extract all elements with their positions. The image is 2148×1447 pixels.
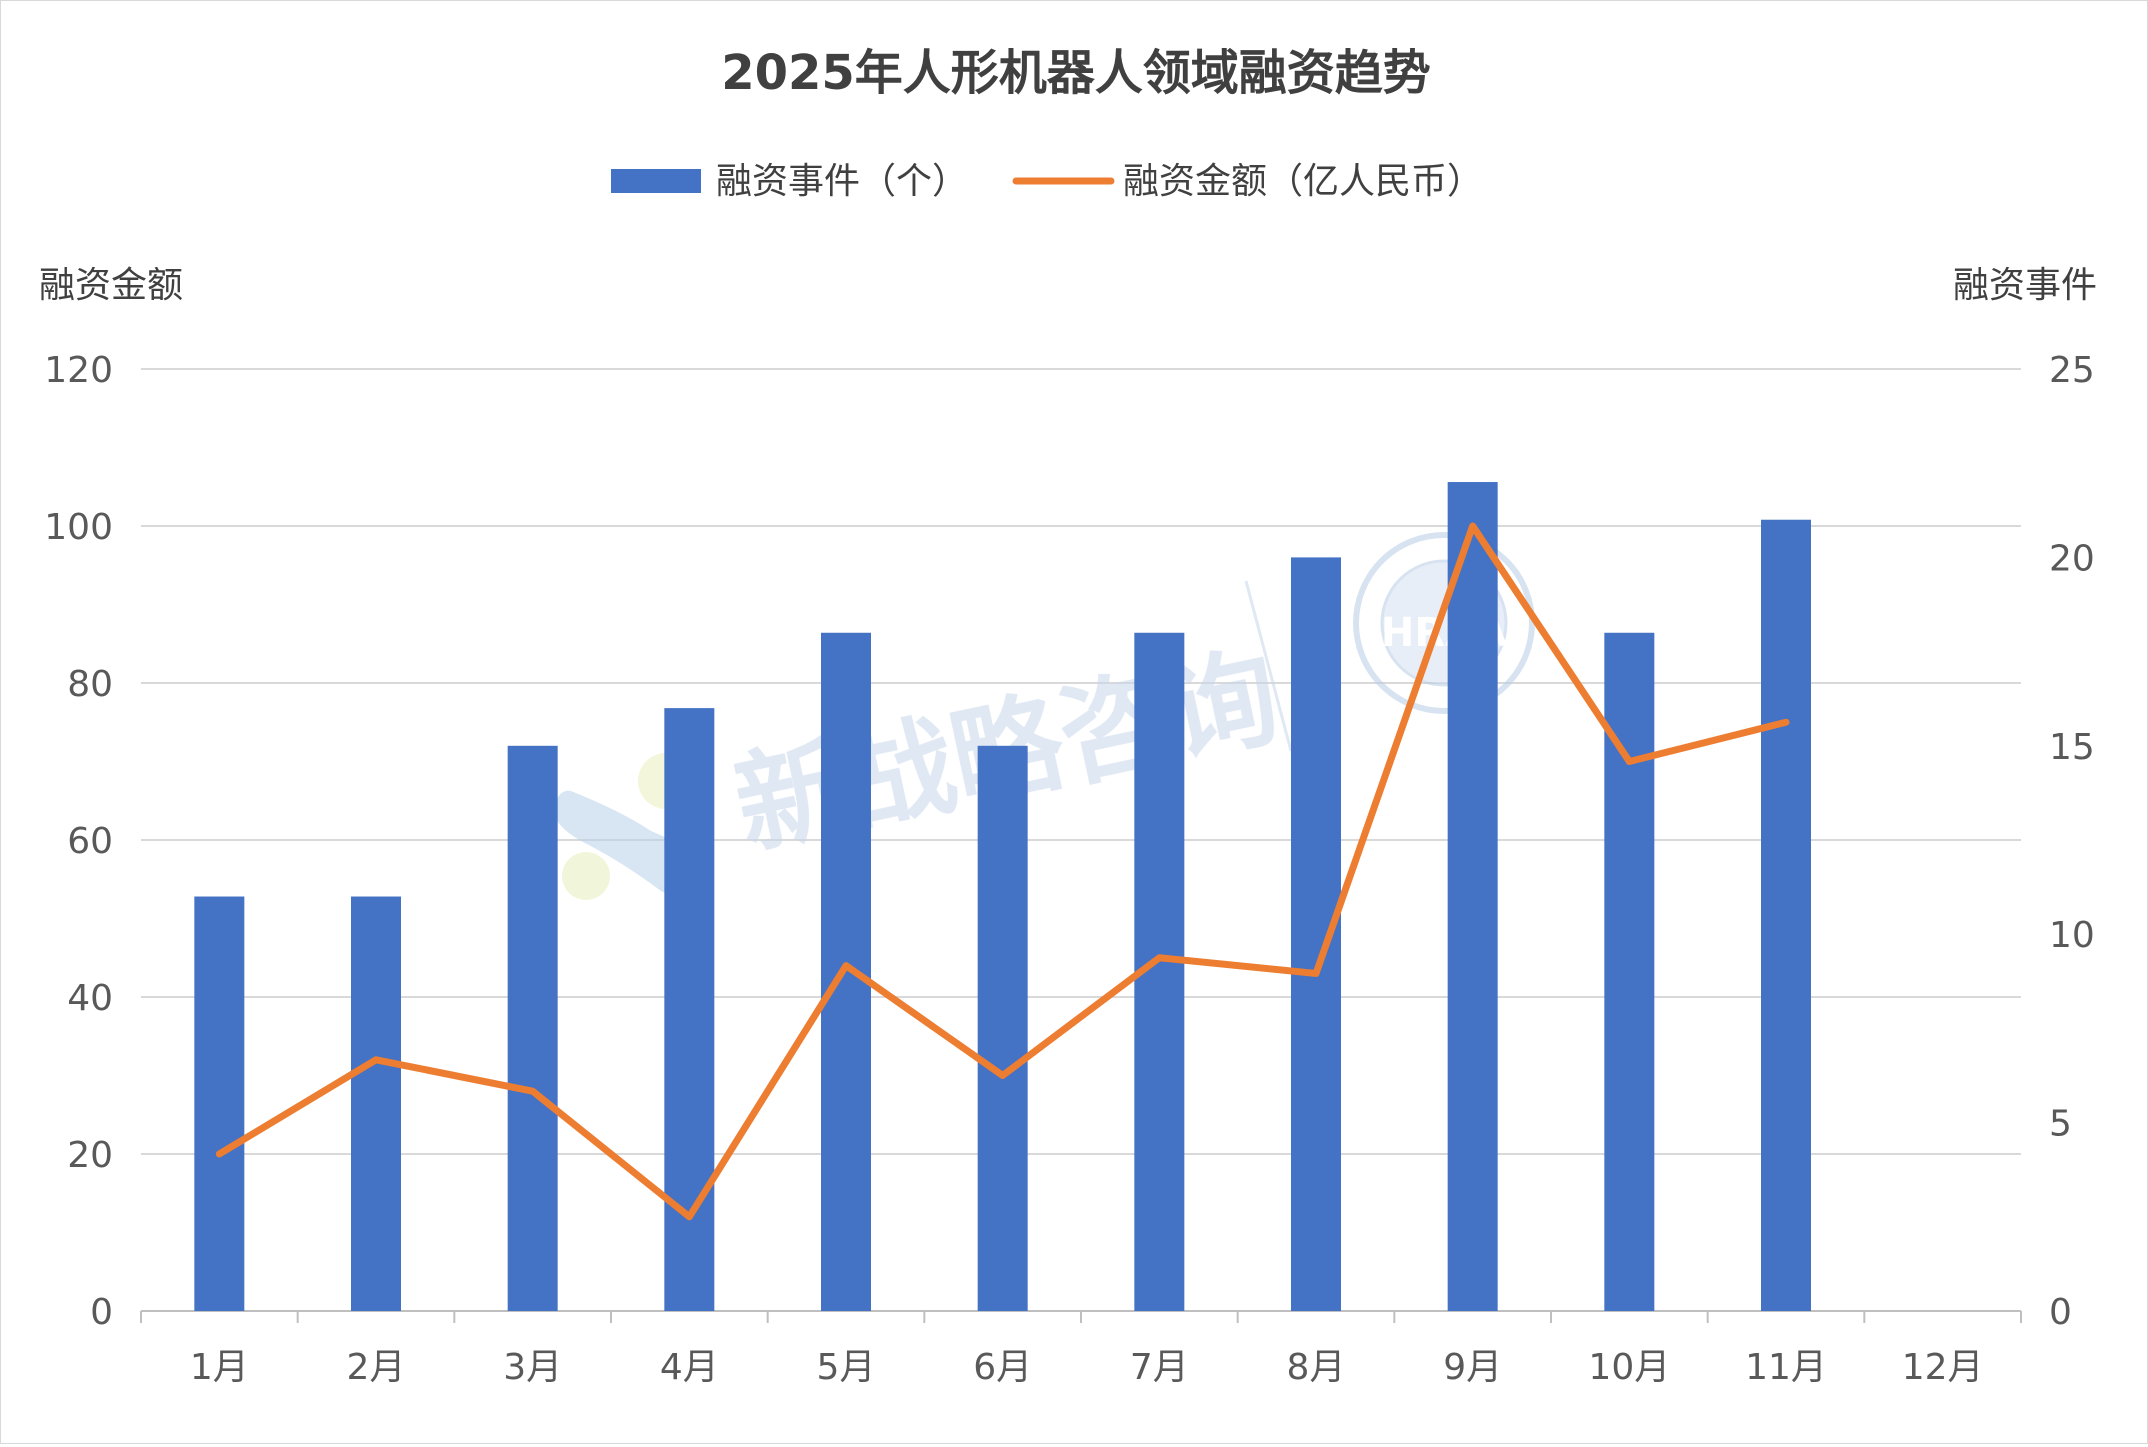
x-tick-label: 2月 (347, 1347, 406, 1388)
y-right-tick-label: 0 (2049, 1292, 2072, 1333)
bar (1291, 557, 1341, 1311)
bar (508, 746, 558, 1311)
x-tick-label: 8月 (1287, 1347, 1346, 1388)
y-left-tick-label: 100 (44, 507, 113, 548)
x-tick-label: 7月 (1130, 1347, 1189, 1388)
x-tick-label: 11月 (1745, 1347, 1827, 1388)
y-right-tick-label: 25 (2049, 350, 2095, 391)
y-right-tick-label: 20 (2049, 538, 2095, 579)
bar (1448, 482, 1498, 1311)
gridlines (141, 369, 2021, 1323)
x-tick-label: 5月 (817, 1347, 876, 1388)
y-right-tick-label: 15 (2049, 727, 2095, 768)
y-left-tick-label: 40 (67, 978, 113, 1019)
y-right-tick-label: 5 (2049, 1104, 2072, 1145)
bar (351, 897, 401, 1311)
bar (1761, 520, 1811, 1311)
bar (194, 897, 244, 1311)
bar-series (194, 482, 1811, 1311)
legend-bar-swatch (611, 169, 701, 193)
legend-bar-label: 融资事件（个） (716, 161, 968, 202)
x-tick-label: 6月 (973, 1347, 1032, 1388)
y-left-tick-label: 80 (67, 664, 113, 705)
bar (978, 746, 1028, 1311)
x-tick-label: 4月 (660, 1347, 719, 1388)
legend-line-label: 融资金额（亿人民币） (1123, 161, 1483, 202)
x-tick-label: 1月 (190, 1347, 249, 1388)
bar (664, 708, 714, 1311)
y-left-tick-labels: 0 20 40 60 80 100 120 (44, 350, 113, 1333)
y-right-tick-labels: 0 5 10 15 20 25 (2049, 350, 2095, 1333)
x-tick-label: 12月 (1902, 1347, 1984, 1388)
x-tick-labels: 1月 2月 3月 4月 5月 6月 7月 8月 9月 10月 11月 12月 (190, 1347, 1984, 1388)
x-tick-label: 9月 (1443, 1347, 1502, 1388)
y-left-tick-label: 0 (90, 1292, 113, 1333)
y-left-tick-label: 20 (67, 1135, 113, 1176)
seal-icon: HRAA (1356, 535, 1532, 711)
x-tick-label: 3月 (503, 1347, 562, 1388)
x-tick-label: 10月 (1588, 1347, 1670, 1388)
y-left-tick-label: 60 (67, 821, 113, 862)
legend: 融资事件（个） 融资金额（亿人民币） (611, 161, 1483, 202)
y-right-tick-label: 10 (2049, 915, 2095, 956)
chart-title: 2025年人形机器人领域融资趋势 (721, 45, 1431, 101)
y-right-axis-title: 融资事件 (1953, 265, 2097, 306)
y-left-axis-title: 融资金额 (39, 265, 183, 306)
y-left-tick-label: 120 (44, 350, 113, 391)
